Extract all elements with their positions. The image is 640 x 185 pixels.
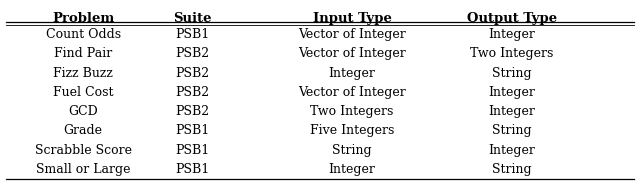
Text: PSB2: PSB2 [175, 105, 209, 118]
Text: Fizz Buzz: Fizz Buzz [53, 67, 113, 80]
Text: String: String [492, 163, 532, 176]
Text: PSB2: PSB2 [175, 67, 209, 80]
Text: String: String [492, 67, 532, 80]
Text: PSB1: PSB1 [175, 28, 209, 41]
Text: PSB1: PSB1 [175, 144, 209, 157]
Text: Integer: Integer [488, 86, 536, 99]
Text: PSB1: PSB1 [175, 163, 209, 176]
Text: Five Integers: Five Integers [310, 124, 394, 137]
Text: PSB2: PSB2 [175, 47, 209, 60]
Text: Vector of Integer: Vector of Integer [298, 28, 406, 41]
Text: Suite: Suite [173, 12, 211, 25]
Text: String: String [332, 144, 372, 157]
Text: Integer: Integer [488, 144, 536, 157]
Text: Count Odds: Count Odds [45, 28, 121, 41]
Text: PSB2: PSB2 [175, 86, 209, 99]
Text: Grade: Grade [64, 124, 102, 137]
Text: Integer: Integer [488, 28, 536, 41]
Text: Scrabble Score: Scrabble Score [35, 144, 132, 157]
Text: PSB1: PSB1 [175, 124, 209, 137]
Text: Integer: Integer [328, 163, 376, 176]
Text: Small or Large: Small or Large [36, 163, 131, 176]
Text: Vector of Integer: Vector of Integer [298, 47, 406, 60]
Text: Integer: Integer [488, 105, 536, 118]
Text: Vector of Integer: Vector of Integer [298, 86, 406, 99]
Text: Fuel Cost: Fuel Cost [53, 86, 113, 99]
Text: String: String [492, 124, 532, 137]
Text: Output Type: Output Type [467, 12, 557, 25]
Text: Find Pair: Find Pair [54, 47, 113, 60]
Text: Integer: Integer [328, 67, 376, 80]
Text: GCD: GCD [68, 105, 98, 118]
Text: Two Integers: Two Integers [310, 105, 394, 118]
Text: Input Type: Input Type [312, 12, 392, 25]
Text: Problem: Problem [52, 12, 115, 25]
Text: Two Integers: Two Integers [470, 47, 554, 60]
